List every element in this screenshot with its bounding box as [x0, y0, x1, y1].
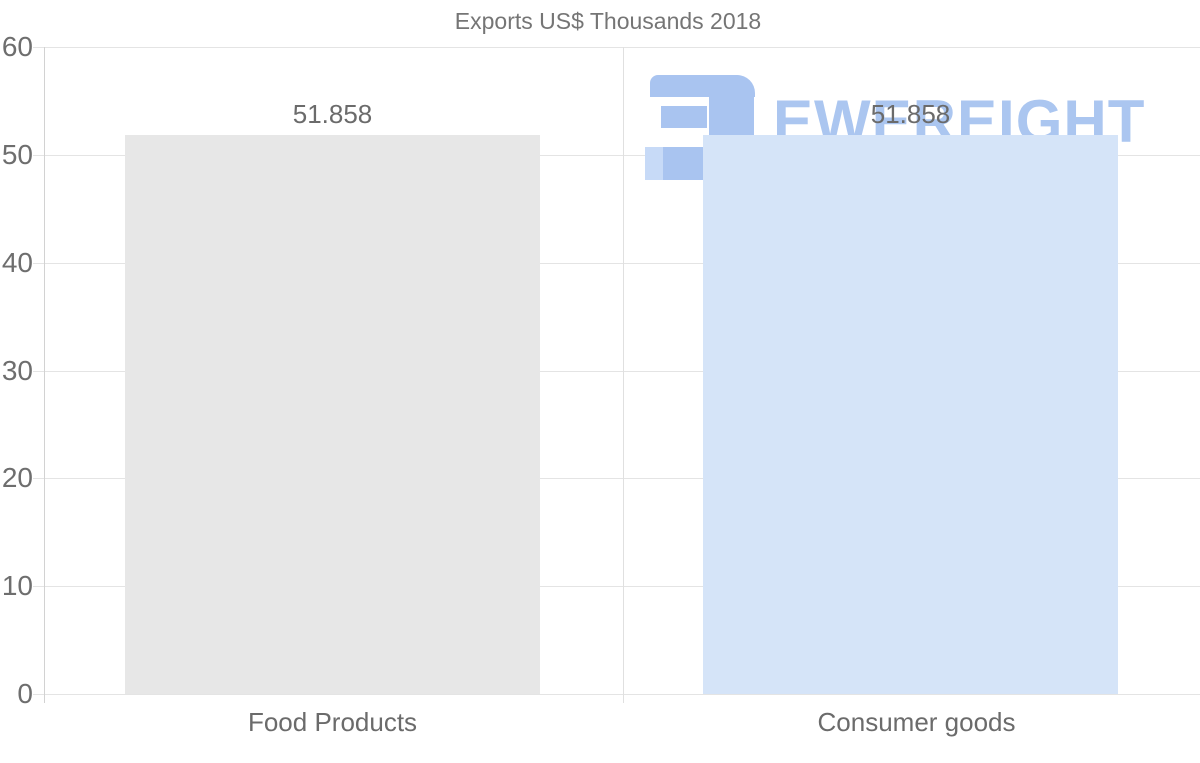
watermark-logo-icon: [663, 147, 705, 180]
y-axis-line: [44, 47, 45, 703]
bar-consumer-goods: [703, 134, 1118, 694]
y-gridline: [33, 694, 1200, 695]
y-axis-tick-label: 0: [17, 678, 33, 709]
x-axis-category-label: Food Products: [247, 707, 418, 737]
watermark-logo-icon: [709, 75, 754, 135]
y-axis-tick-label: 30: [1, 355, 33, 386]
bar-food-products: [125, 134, 540, 694]
y-gridline: [33, 47, 1200, 48]
chart-title: Exports US$ Thousands 2018: [454, 8, 762, 34]
y-axis-tick-label: 20: [1, 462, 33, 493]
y-axis-tick-label: 60: [1, 31, 33, 62]
y-axis-tick-label: 40: [1, 247, 33, 278]
y-gridline: [33, 155, 1200, 156]
watermark-logo-icon: [661, 106, 707, 128]
x-axis-category-label: Consumer goods: [817, 707, 1016, 737]
bar-value-label: 51.858: [870, 98, 951, 129]
y-axis-tick-label: 10: [1, 570, 33, 601]
bar-value-label: 51.858: [292, 98, 373, 129]
y-gridline: [33, 263, 1200, 264]
watermark-logo-icon: [645, 147, 663, 180]
y-gridline: [33, 371, 1200, 372]
y-gridline: [33, 586, 1200, 587]
y-gridline: [33, 478, 1200, 479]
y-axis-tick-label: 50: [1, 139, 33, 170]
category-separator-line: [623, 47, 624, 703]
